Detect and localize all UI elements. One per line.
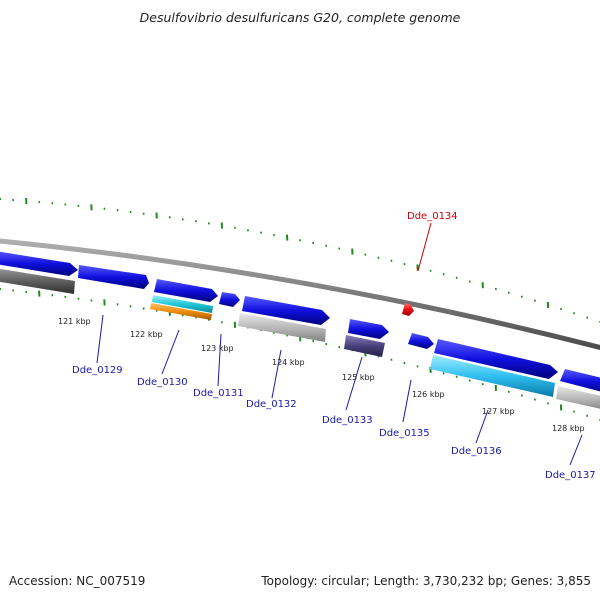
cds-bar-dde-0136[interactable] bbox=[430, 355, 555, 397]
kbp-label: 126 kbp bbox=[412, 390, 445, 399]
gene-arrow-dde-0130[interactable] bbox=[154, 279, 218, 302]
gene-label-dde-0137[interactable]: Dde_0137 bbox=[545, 470, 596, 481]
cds-bar-dde-0133[interactable] bbox=[344, 335, 385, 357]
leader-line-dde-0135 bbox=[402, 379, 412, 423]
leader-line-dde-0137 bbox=[569, 434, 583, 466]
gene-arrow-dde-0131[interactable] bbox=[219, 292, 240, 307]
leader-lines bbox=[96, 222, 583, 466]
gene-arrow-dde-0135[interactable] bbox=[408, 333, 434, 349]
gene-label-dde-0130[interactable]: Dde_0130 bbox=[137, 377, 188, 388]
cds-bar-dde-0128[interactable] bbox=[0, 268, 75, 294]
kbp-label: 121 kbp bbox=[58, 317, 91, 326]
gene-label-dde-0134[interactable]: Dde_0134 bbox=[407, 211, 458, 222]
cds-bars[interactable] bbox=[0, 268, 600, 411]
gene-arrow-dde-0136[interactable] bbox=[434, 339, 558, 379]
kbp-label: 127 kbp bbox=[482, 407, 515, 416]
kbp-label: 125 kbp bbox=[342, 373, 375, 382]
topology-text: Topology: circular; Length: 3,730,232 bp… bbox=[261, 574, 591, 588]
gene-arrow-dde-0132[interactable] bbox=[242, 296, 330, 325]
kbp-label: 124 kbp bbox=[272, 358, 305, 367]
kbp-labels: 121 kbp 122 kbp 123 kbp 124 kbp 125 kbp … bbox=[58, 317, 585, 433]
gene-label-dde-0131[interactable]: Dde_0131 bbox=[193, 388, 244, 399]
leader-line-dde-0136 bbox=[475, 409, 489, 444]
gene-arrow-dde-0133[interactable] bbox=[348, 319, 389, 339]
leader-line-dde-0129 bbox=[96, 314, 104, 364]
cds-bar-dde-0130-cyan[interactable] bbox=[152, 295, 213, 313]
forward-strand-features[interactable] bbox=[0, 251, 600, 394]
cds-bar-dde-0132[interactable] bbox=[238, 313, 326, 342]
kbp-label: 128 kbp bbox=[552, 424, 585, 433]
gene-label-dde-0132[interactable]: Dde_0132 bbox=[246, 399, 297, 410]
gene-label-dde-0129[interactable]: Dde_0129 bbox=[72, 365, 123, 376]
accession-text: Accession: NC_007519 bbox=[9, 574, 146, 588]
leader-line-dde-0131 bbox=[217, 333, 222, 387]
gene-arrow-dde-0137[interactable] bbox=[560, 369, 600, 394]
gene-arrow-dde-0134[interactable] bbox=[402, 303, 414, 316]
cds-bar-dde-0137[interactable] bbox=[556, 386, 600, 411]
gene-labels[interactable]: Dde_0129 Dde_0130 Dde_0131 Dde_0132 Dde_… bbox=[72, 211, 596, 481]
gene-arrow-dde-0128[interactable] bbox=[0, 251, 78, 276]
cds-bar-dde-0130-orange[interactable] bbox=[150, 303, 212, 320]
map-title: Desulfovibrio desulfuricans G20, complet… bbox=[139, 10, 461, 25]
gene-label-dde-0133[interactable]: Dde_0133 bbox=[322, 415, 373, 426]
kbp-label: 123 kbp bbox=[201, 344, 234, 353]
leader-line-dde-0133 bbox=[345, 356, 363, 411]
leader-line-dde-0130 bbox=[161, 329, 180, 375]
backbone bbox=[0, 238, 600, 351]
gene-label-dde-0135[interactable]: Dde_0135 bbox=[379, 428, 430, 439]
leader-line-dde-0134 bbox=[417, 222, 432, 272]
kbp-label: 122 kbp bbox=[130, 330, 163, 339]
gene-label-dde-0136[interactable]: Dde_0136 bbox=[451, 446, 502, 457]
leader-line-dde-0132 bbox=[271, 349, 282, 399]
outer-tick-ring bbox=[0, 197, 600, 324]
gene-arrow-dde-0129[interactable] bbox=[78, 265, 149, 289]
